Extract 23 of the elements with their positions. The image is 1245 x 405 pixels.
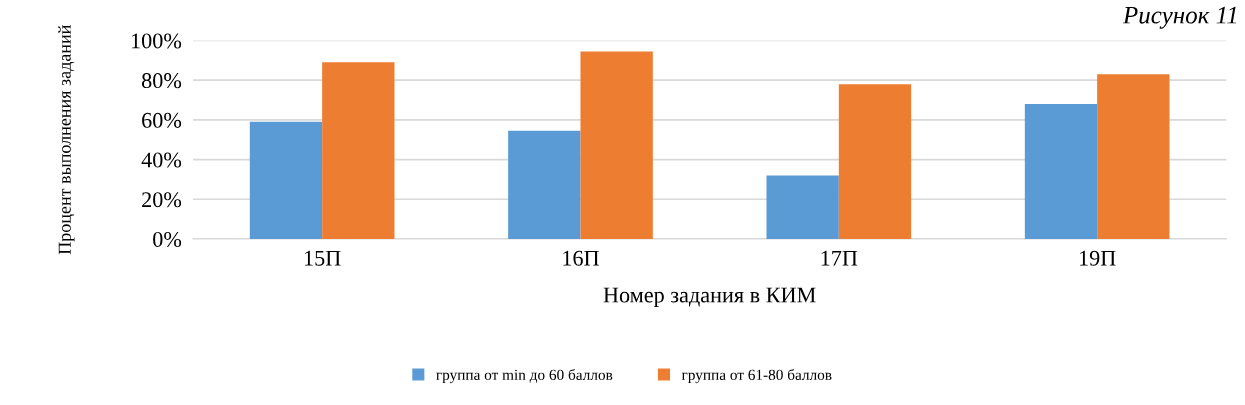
y-tick-label: 40% <box>141 152 182 168</box>
bar <box>249 121 323 239</box>
x-tick-label: 17П <box>821 250 858 266</box>
y-axis-title: Процент выполнения заданий <box>58 25 75 255</box>
bar <box>322 62 395 239</box>
bar <box>508 130 581 239</box>
legend-label: группа от min до 60 баллов <box>436 368 613 384</box>
text: Рисунок 11 <box>1122 6 1237 29</box>
y-tick-label: 100% <box>131 33 182 49</box>
bar <box>1097 74 1170 239</box>
y-tick-label: 0% <box>153 231 182 247</box>
x-axis-title: Номер задания в КИМ <box>603 287 816 308</box>
x-tick-label: 15П <box>304 250 341 266</box>
bar <box>580 51 653 239</box>
y-tick-label: 80% <box>141 73 182 89</box>
bar <box>838 84 912 239</box>
y-tick-label: 20% <box>142 192 182 208</box>
legend-label: группа от 61-80 баллов <box>681 368 832 384</box>
x-tick-label: 16П <box>563 250 599 266</box>
x-tick-label: 19П <box>1079 250 1116 266</box>
y-tick-label: 60% <box>142 112 182 128</box>
bar <box>766 175 839 239</box>
bar <box>1024 104 1098 239</box>
